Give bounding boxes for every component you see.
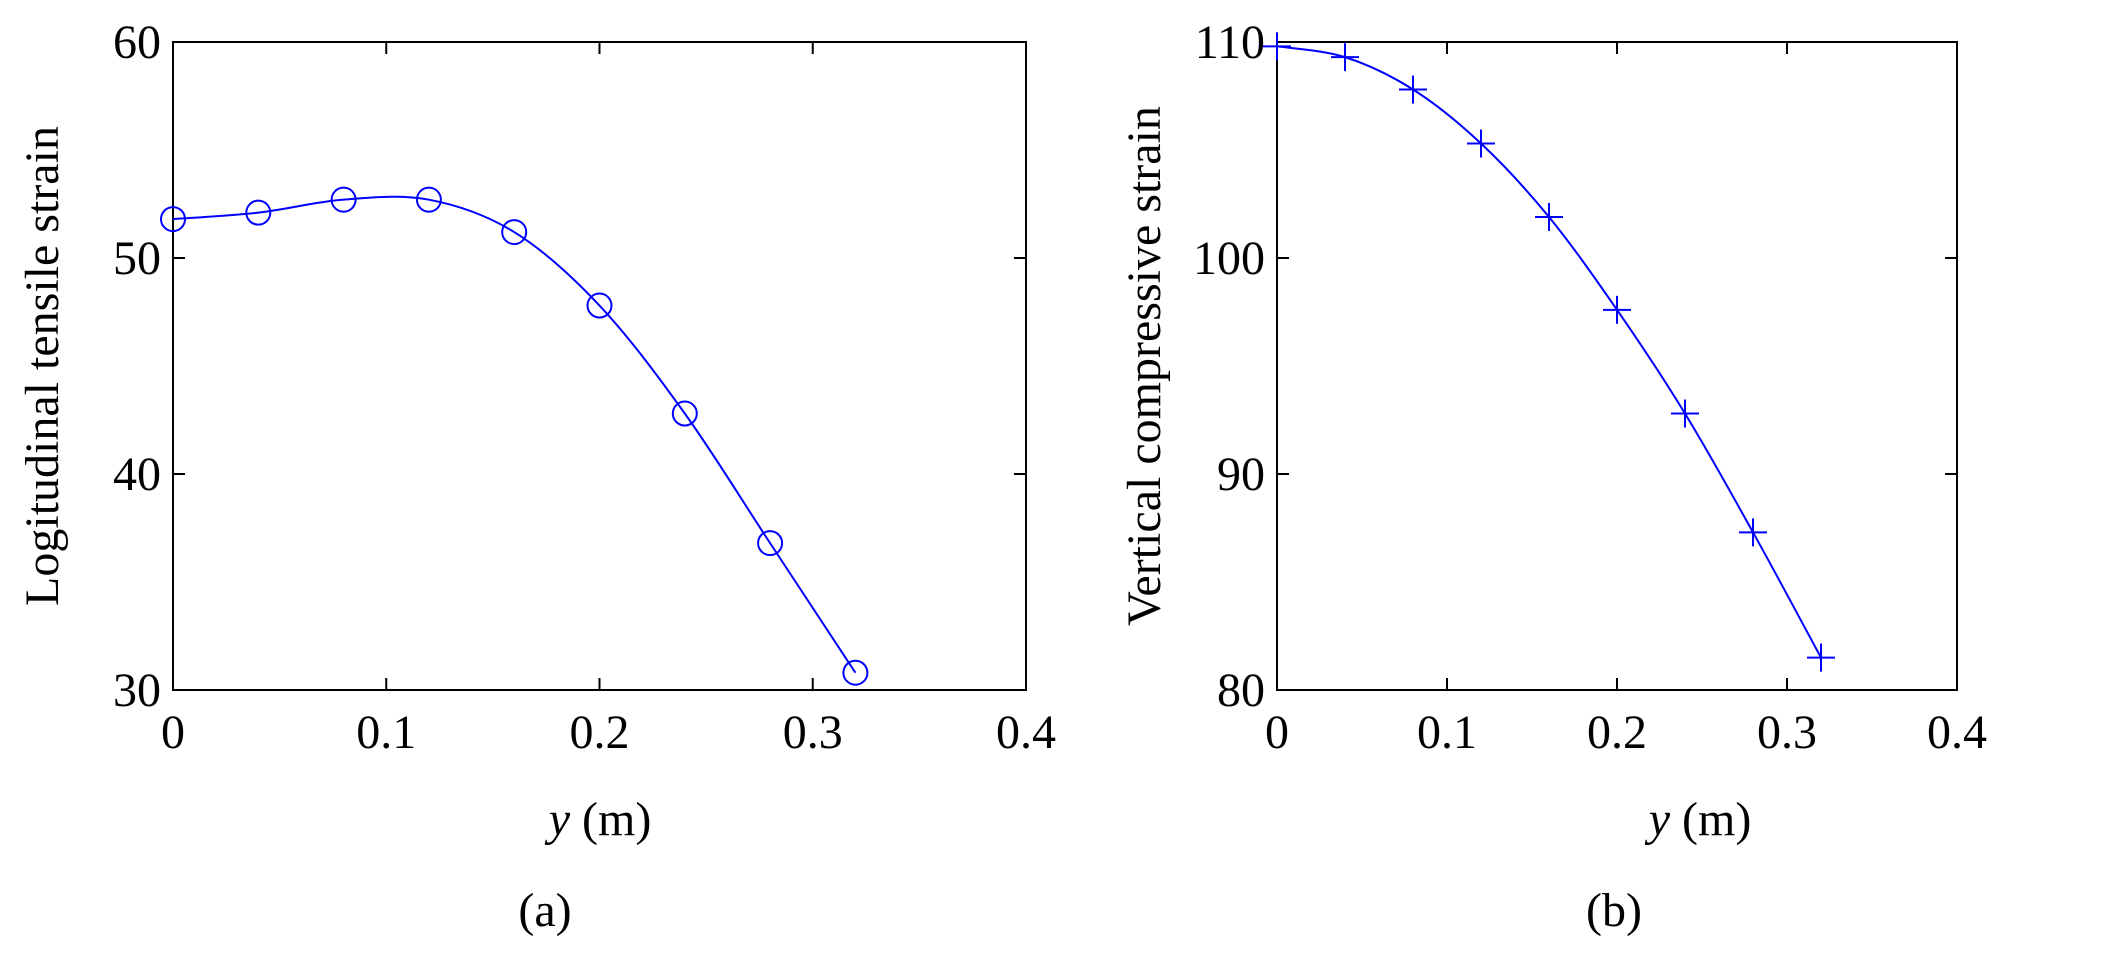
- data-point-a: [160, 206, 186, 233]
- x-tick-label-a: 0.1: [356, 706, 416, 759]
- y-tick-label-a: 30: [113, 664, 161, 717]
- data-point-a: [415, 186, 442, 213]
- x-tick-label-b: 0.1: [1417, 706, 1477, 759]
- x-axis-label-a: y (m): [544, 793, 652, 846]
- data-point-a: [501, 219, 528, 246]
- plot-frame-a: [172, 41, 1027, 691]
- panel-b: 0 0.1 0.2 0.3 0.4 80 90 100 110 Vertical compres…: [1118, 16, 1987, 937]
- x-tick-label-b: 0.3: [1757, 706, 1817, 759]
- ticks-b: 0 0.1 0.2 0.3 0.4 80 90 100 110: [1193, 16, 1987, 759]
- marks-b: [1263, 32, 1835, 672]
- data-point-b: [1739, 518, 1767, 547]
- data-point-a: [586, 292, 613, 319]
- data-point-b: [1467, 129, 1495, 158]
- y-axis-label-a: Logitudinal tensile strain: [16, 126, 69, 606]
- series-line-a: [172, 195, 857, 674]
- data-point-b: [1331, 43, 1359, 72]
- x-tick-label-a: 0.2: [570, 706, 630, 759]
- x-axis-unit-a: (m): [570, 793, 651, 846]
- data-point-b: [1263, 32, 1291, 61]
- marks-a: [160, 186, 869, 686]
- data-point-b: [1603, 295, 1631, 324]
- data-point-a: [671, 400, 698, 427]
- caption-a: (a): [518, 884, 571, 937]
- data-point-b: [1807, 643, 1835, 672]
- x-tick-label-a: 0.4: [996, 706, 1056, 759]
- x-tick-label-a: 0: [161, 706, 185, 759]
- data-point-b: [1399, 75, 1427, 104]
- x-axis-label-b: y (m): [1644, 793, 1752, 846]
- y-tick-label-b: 100: [1193, 232, 1265, 285]
- y-tick-label-a: 40: [113, 448, 161, 501]
- data-point-a: [757, 530, 784, 557]
- y-axis-label-b: Vertical compressive strain: [1118, 106, 1171, 626]
- x-axis-var-b: y: [1644, 793, 1671, 846]
- data-point-b: [1671, 399, 1699, 428]
- panel-a: 0 0.1 0.2 0.3 0.4 30 40 50 60 Logitudinal tensil…: [16, 16, 1056, 937]
- x-tick-label-a: 0.3: [783, 706, 843, 759]
- x-tick-label-b: 0.2: [1587, 706, 1647, 759]
- x-axis-unit-b: (m): [1670, 793, 1751, 846]
- caption-b: (b): [1586, 884, 1642, 937]
- ticks-a: 0 0.1 0.2 0.3 0.4 30 40 50 60: [113, 16, 1056, 759]
- plot-frame-b: [1276, 41, 1958, 691]
- y-tick-label-b: 90: [1217, 448, 1265, 501]
- y-tick-label-b: 110: [1195, 16, 1265, 69]
- x-axis-var-a: y: [544, 793, 571, 846]
- data-point-a: [330, 186, 357, 213]
- x-tick-label-b: 0: [1265, 706, 1289, 759]
- data-point-b: [1535, 202, 1563, 231]
- y-tick-label-a: 50: [113, 232, 161, 285]
- series-line-b: [1276, 45, 1822, 659]
- x-tick-label-b: 0.4: [1927, 706, 1987, 759]
- y-tick-label-a: 60: [113, 16, 161, 69]
- y-tick-label-b: 80: [1217, 664, 1265, 717]
- data-point-a: [842, 659, 869, 686]
- data-point-a: [245, 199, 272, 226]
